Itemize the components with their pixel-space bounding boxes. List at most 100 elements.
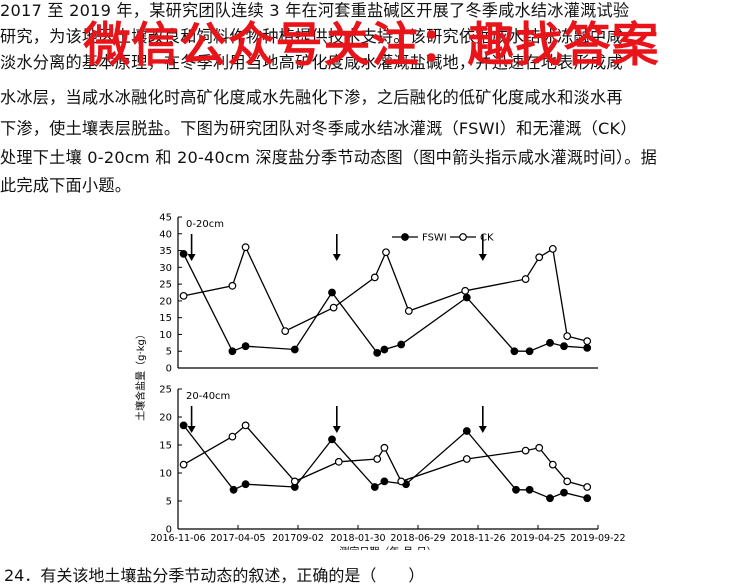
x-tick-label: 2016-11-06 bbox=[150, 533, 205, 544]
data-point-ck bbox=[583, 337, 592, 346]
y-tick-label: 5 bbox=[166, 347, 172, 358]
data-point-fswi bbox=[525, 485, 534, 494]
data-point-ck bbox=[241, 243, 250, 252]
y-tick-label: 40 bbox=[159, 229, 172, 240]
series-line-fswi bbox=[183, 253, 588, 354]
data-point-ck bbox=[228, 432, 237, 441]
data-point-fswi bbox=[546, 338, 554, 347]
y-tick-label: 10 bbox=[159, 469, 172, 480]
data-point-ck bbox=[397, 477, 406, 486]
data-point-ck bbox=[334, 457, 343, 466]
irrigation-arrow-head bbox=[187, 254, 196, 261]
legend-label: FSWI bbox=[422, 233, 447, 244]
data-point-fswi bbox=[583, 343, 592, 352]
data-point-ck bbox=[563, 477, 572, 486]
data-point-ck bbox=[583, 483, 592, 491]
data-point-fswi bbox=[560, 342, 568, 351]
y-tick-label: 15 bbox=[159, 313, 172, 324]
intro-line-6: 处理下土壤 0-20cm 和 20-40cm 深度盐分季节动态图（图中箭头指示咸… bbox=[0, 148, 658, 167]
data-point-fswi bbox=[370, 483, 379, 491]
data-point-ck bbox=[281, 327, 290, 335]
data-point-fswi bbox=[241, 342, 250, 351]
irrigation-arrow-head bbox=[332, 426, 341, 433]
data-point-fswi bbox=[462, 427, 471, 435]
data-point-ck bbox=[462, 455, 471, 463]
data-point-ck bbox=[521, 275, 530, 283]
data-point-ck bbox=[380, 443, 389, 452]
y-tick-label: 0 bbox=[166, 525, 172, 536]
irrigation-arrow-head bbox=[332, 254, 341, 261]
panel-label: 20-40cm bbox=[186, 391, 230, 402]
irrigation-arrow-head bbox=[478, 254, 487, 261]
intro-line-3: 淡水分离的基本原理，在冬季利用当地高矿化度咸水灌溉盐碱地，并迅速在地表形成咸 bbox=[0, 53, 623, 72]
data-point-fswi bbox=[328, 435, 336, 444]
salt-chart-svg: 0 5 10 15 20 25 30 35 40 45 0-20cm FSWI CK 0 5 10 15 20 25… bbox=[134, 213, 626, 559]
y-tick-label: 0 bbox=[166, 364, 172, 375]
data-point-ck bbox=[382, 248, 390, 257]
data-point-ck bbox=[548, 244, 557, 253]
y-tick-label: 45 bbox=[159, 213, 172, 224]
y-tick-label: 20 bbox=[159, 296, 172, 307]
y-tick-label: 25 bbox=[159, 385, 172, 396]
data-point-fswi bbox=[525, 347, 534, 356]
panel-label: 0-20cm bbox=[186, 219, 224, 230]
data-point-fswi bbox=[229, 485, 238, 494]
watermark-banner: 微信公众号关注：趣找答案 bbox=[83, 18, 660, 73]
data-point-ck bbox=[241, 421, 250, 430]
data-point-ck bbox=[461, 286, 470, 295]
data-point-ck bbox=[290, 477, 299, 486]
x-tick-label: 2018-11-26 bbox=[450, 533, 505, 544]
data-point-ck bbox=[179, 460, 188, 469]
salt-dynamics-figure: 0 5 10 15 20 25 30 35 40 45 0-20cm FSWI CK 0 5 10 15 20 25… bbox=[130, 205, 630, 559]
y-tick-label: 25 bbox=[159, 280, 172, 291]
data-point-fswi bbox=[380, 345, 389, 354]
x-tick-label: 2019-04-25 bbox=[510, 533, 565, 544]
y-tick-label: 15 bbox=[159, 441, 172, 452]
data-point-fswi bbox=[546, 494, 554, 503]
intro-line-5: 下渗，使土壤表层脱盐。下图为研究团队对冬季咸水结冰灌溉（FSWI）和无灌溉（CK… bbox=[0, 119, 637, 138]
data-point-ck bbox=[548, 460, 557, 469]
y-tick-label: 5 bbox=[166, 497, 172, 508]
data-point-fswi bbox=[179, 250, 188, 258]
x-tick-label: 2017-04-05 bbox=[210, 533, 265, 544]
y-tick-label: 35 bbox=[159, 246, 172, 257]
data-point-ck bbox=[329, 303, 338, 312]
data-point-ck bbox=[521, 446, 530, 455]
x-tick-label: 2019-09-22 bbox=[570, 533, 625, 544]
legend-marker bbox=[401, 233, 409, 241]
data-point-fswi bbox=[510, 347, 519, 356]
data-point-fswi bbox=[290, 345, 299, 354]
data-point-fswi bbox=[583, 494, 592, 503]
data-point-ck bbox=[373, 455, 382, 463]
legend-marker bbox=[459, 233, 467, 241]
y-tick-label: 30 bbox=[159, 263, 172, 274]
data-point-fswi bbox=[328, 288, 336, 297]
data-point-ck bbox=[370, 273, 379, 282]
intro-line-4: 水冰层，当咸水冰融化时高矿化度咸水先融化下渗，之后融化的低矿化度咸水和淡水再 bbox=[0, 88, 623, 107]
data-point-fswi bbox=[560, 488, 568, 497]
x-axis-title: 测定日期（年-月-日） bbox=[339, 545, 436, 550]
irrigation-arrow-head bbox=[187, 426, 196, 433]
intro-line-2: 研究，为该地区土壤改良和饲料作物种植提供技术支持。该研究依据咸水结冰冻融中咸 bbox=[0, 27, 623, 46]
data-point-fswi bbox=[373, 348, 382, 357]
data-point-fswi bbox=[397, 340, 406, 349]
data-point-fswi bbox=[462, 293, 471, 302]
data-point-fswi bbox=[179, 421, 188, 430]
y-tick-label: 10 bbox=[159, 330, 172, 341]
question-text: 24．有关该地土壤盐分季节动态的叙述，正确的是（ ） bbox=[4, 566, 425, 585]
y-tick-label: 20 bbox=[159, 413, 172, 424]
data-point-ck bbox=[404, 307, 413, 315]
x-tick-label: 2018-06-29 bbox=[390, 533, 445, 544]
data-point-fswi bbox=[512, 485, 520, 494]
legend-label: CK bbox=[480, 233, 494, 244]
series-line-ck bbox=[183, 245, 588, 342]
y-axis-title: 土壤含盐量（g·kg） bbox=[134, 329, 147, 421]
x-tick-label: 2018-01-30 bbox=[330, 533, 385, 544]
irrigation-arrow-head bbox=[478, 426, 487, 433]
data-point-ck bbox=[179, 291, 188, 300]
data-point-ck bbox=[228, 281, 237, 290]
data-point-ck bbox=[535, 253, 544, 262]
x-tick-label: 201709-02 bbox=[272, 533, 324, 544]
intro-line-1: 2017 至 2019 年，某研究团队连续 3 年在河套重盐碱区开展了冬季咸水结… bbox=[0, 1, 630, 20]
data-point-ck bbox=[535, 443, 544, 452]
